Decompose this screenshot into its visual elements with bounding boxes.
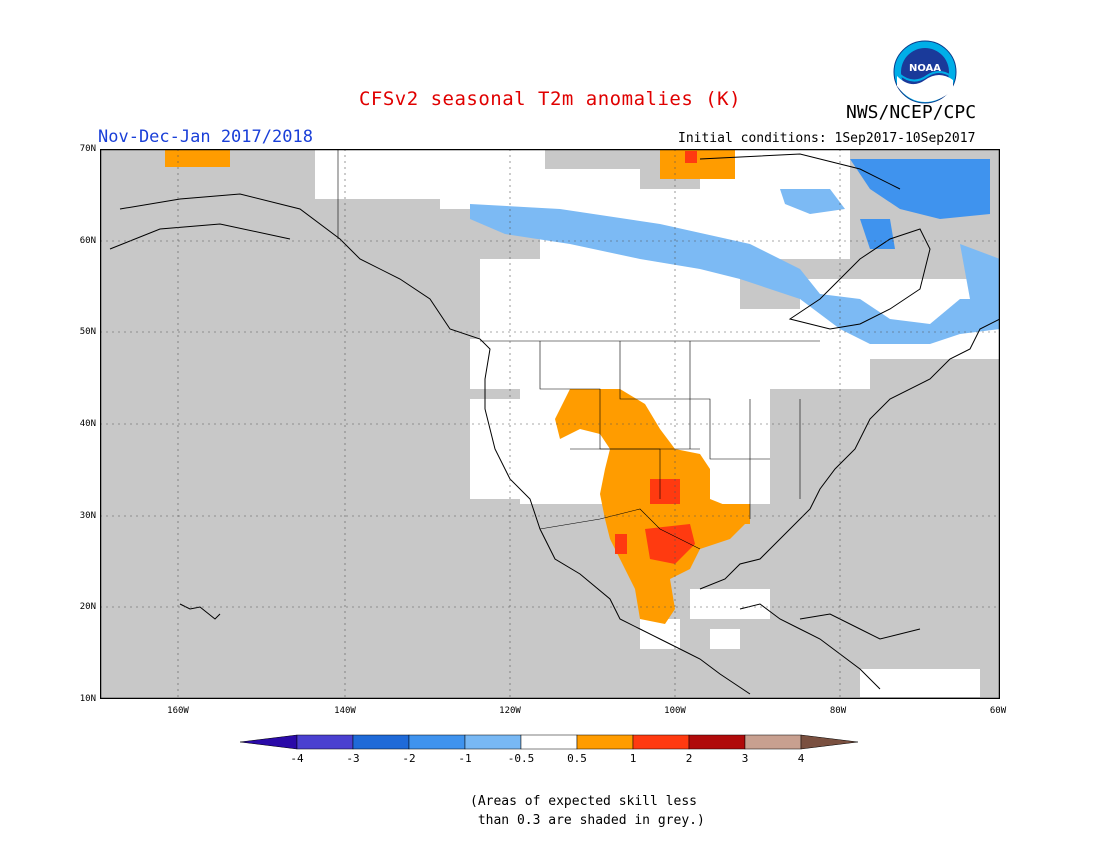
lat-label: 20N — [79, 602, 96, 612]
colorbar-segment — [464, 734, 522, 750]
colorbar — [240, 734, 859, 750]
lon-label: 140W — [334, 706, 356, 716]
colorbar-label: 1 — [629, 752, 637, 765]
warm-anomaly-regions — [165, 149, 750, 624]
lon-label: 60W — [989, 706, 1007, 716]
lon-label: 120W — [499, 706, 521, 716]
colorbar-label: -3 — [346, 752, 360, 765]
footnote: (Areas of expected skill less than 0.3 a… — [470, 794, 705, 828]
noaa-logo: NOAA — [893, 40, 957, 104]
colorbar-segment — [688, 734, 746, 750]
lat-label: 60N — [79, 236, 96, 246]
initial-conditions: Initial conditions: 1Sep2017-10Sep2017 — [678, 131, 976, 146]
colorbar-segment — [408, 734, 466, 750]
lat-label: 10N — [79, 694, 96, 704]
lon-label: 160W — [167, 706, 189, 716]
colorbar-segment — [800, 734, 859, 750]
chart-title: CFSv2 seasonal T2m anomalies (K) — [358, 88, 742, 110]
colorbar-label: 4 — [797, 752, 805, 765]
colorbar-segment — [296, 734, 354, 750]
coastlines — [109, 153, 1000, 695]
lat-label: 30N — [79, 511, 96, 521]
anomaly-map-svg — [100, 149, 1000, 699]
graticule — [100, 149, 1000, 699]
colorbar-label: 0.5 — [567, 752, 587, 765]
colorbar-label: 2 — [685, 752, 693, 765]
colorbar-label: -2 — [402, 752, 416, 765]
colorbar-segments — [240, 734, 859, 750]
anomaly-map — [100, 149, 1000, 699]
lat-label: 70N — [79, 144, 96, 154]
political-borders — [337, 149, 820, 550]
forecast-period: Nov-Dec-Jan 2017/2018 — [98, 127, 313, 147]
colorbar-label: -1 — [458, 752, 472, 765]
cold-anomaly-regions — [470, 159, 1000, 344]
lon-label: 100W — [664, 706, 686, 716]
colorbar-label: 3 — [741, 752, 749, 765]
colorbar-label: -0.5 — [507, 752, 535, 765]
lat-label: 50N — [79, 327, 96, 337]
colorbar-segment — [632, 734, 690, 750]
colorbar-label: -4 — [290, 752, 304, 765]
colorbar-segment — [576, 734, 634, 750]
colorbar-segment — [520, 734, 578, 750]
colorbar-segment — [352, 734, 410, 750]
colorbar-segment — [744, 734, 802, 750]
lat-label: 40N — [79, 419, 96, 429]
lon-label: 80W — [829, 706, 847, 716]
colorbar-segment — [240, 734, 298, 750]
map-frame — [100, 149, 1000, 699]
noaa-logo-text: NOAA — [909, 63, 941, 74]
agency-label: NWS/NCEP/CPC — [846, 102, 977, 123]
